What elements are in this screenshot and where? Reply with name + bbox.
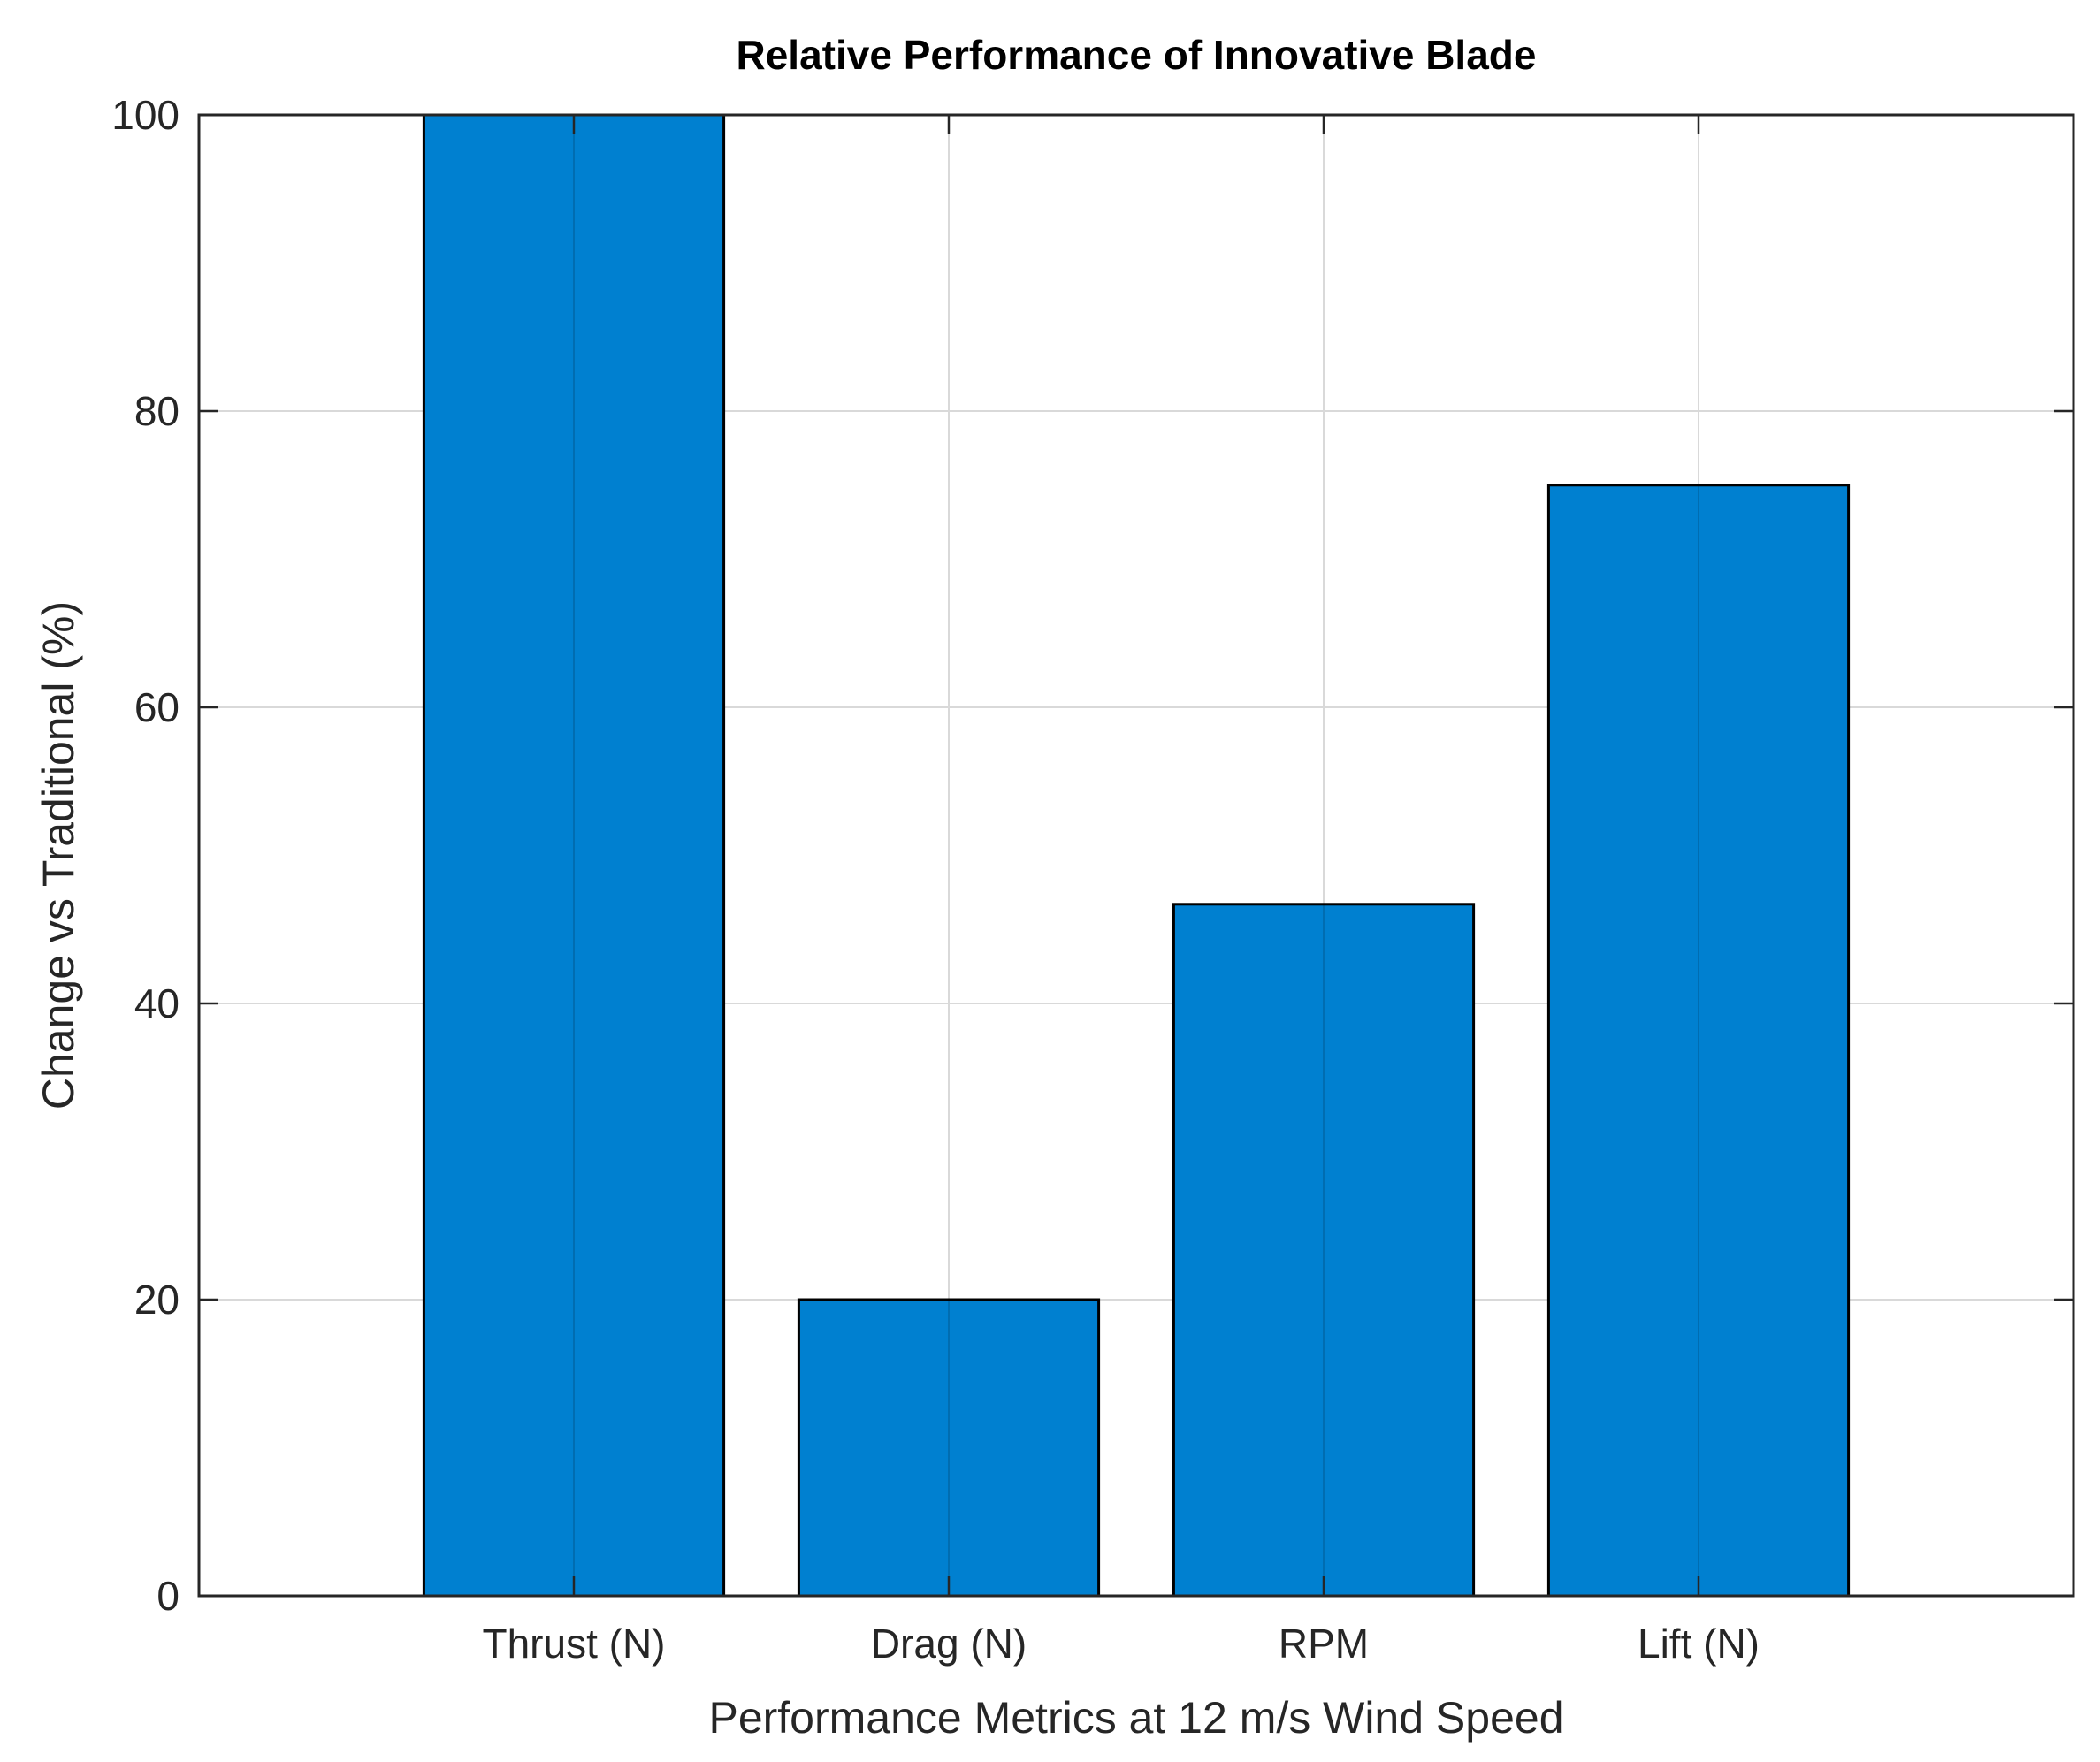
y-tick-label: 0 bbox=[157, 1573, 179, 1619]
chart-title: Relative Performance of Innovative Blade bbox=[737, 32, 1537, 78]
y-tick-label: 20 bbox=[134, 1277, 179, 1323]
bar-thrust-n bbox=[422, 113, 726, 1598]
x-tick-labels: Thrust (N) Drag (N) RPM Lift (N) bbox=[483, 1621, 1760, 1667]
grid-lines-over-bars bbox=[573, 115, 1699, 1596]
axes-box bbox=[197, 113, 2075, 1598]
y-tick-label: 100 bbox=[111, 92, 179, 138]
x-tick-label: Lift (N) bbox=[1638, 1621, 1760, 1667]
y-tick-label: 60 bbox=[134, 684, 179, 730]
x-axis-label: Performance Metrics at 12 m/s Wind Speed bbox=[708, 1693, 1563, 1743]
x-tick-label: RPM bbox=[1279, 1621, 1369, 1667]
bars bbox=[422, 113, 1851, 1598]
bar-drag-n bbox=[797, 1298, 1101, 1598]
x-tick-label: Drag (N) bbox=[871, 1621, 1027, 1667]
x-tick-label: Thrust (N) bbox=[483, 1621, 666, 1667]
y-tick-labels: 0 20 40 60 80 100 bbox=[111, 92, 179, 1619]
y-tick-label: 80 bbox=[134, 388, 179, 434]
y-tick-label: 40 bbox=[134, 980, 179, 1026]
bar-lift-n bbox=[1546, 484, 1851, 1598]
bar-rpm bbox=[1172, 903, 1476, 1598]
y-axis-label: Change vs Traditional (%) bbox=[34, 601, 83, 1110]
tick-marks bbox=[199, 113, 2073, 1598]
